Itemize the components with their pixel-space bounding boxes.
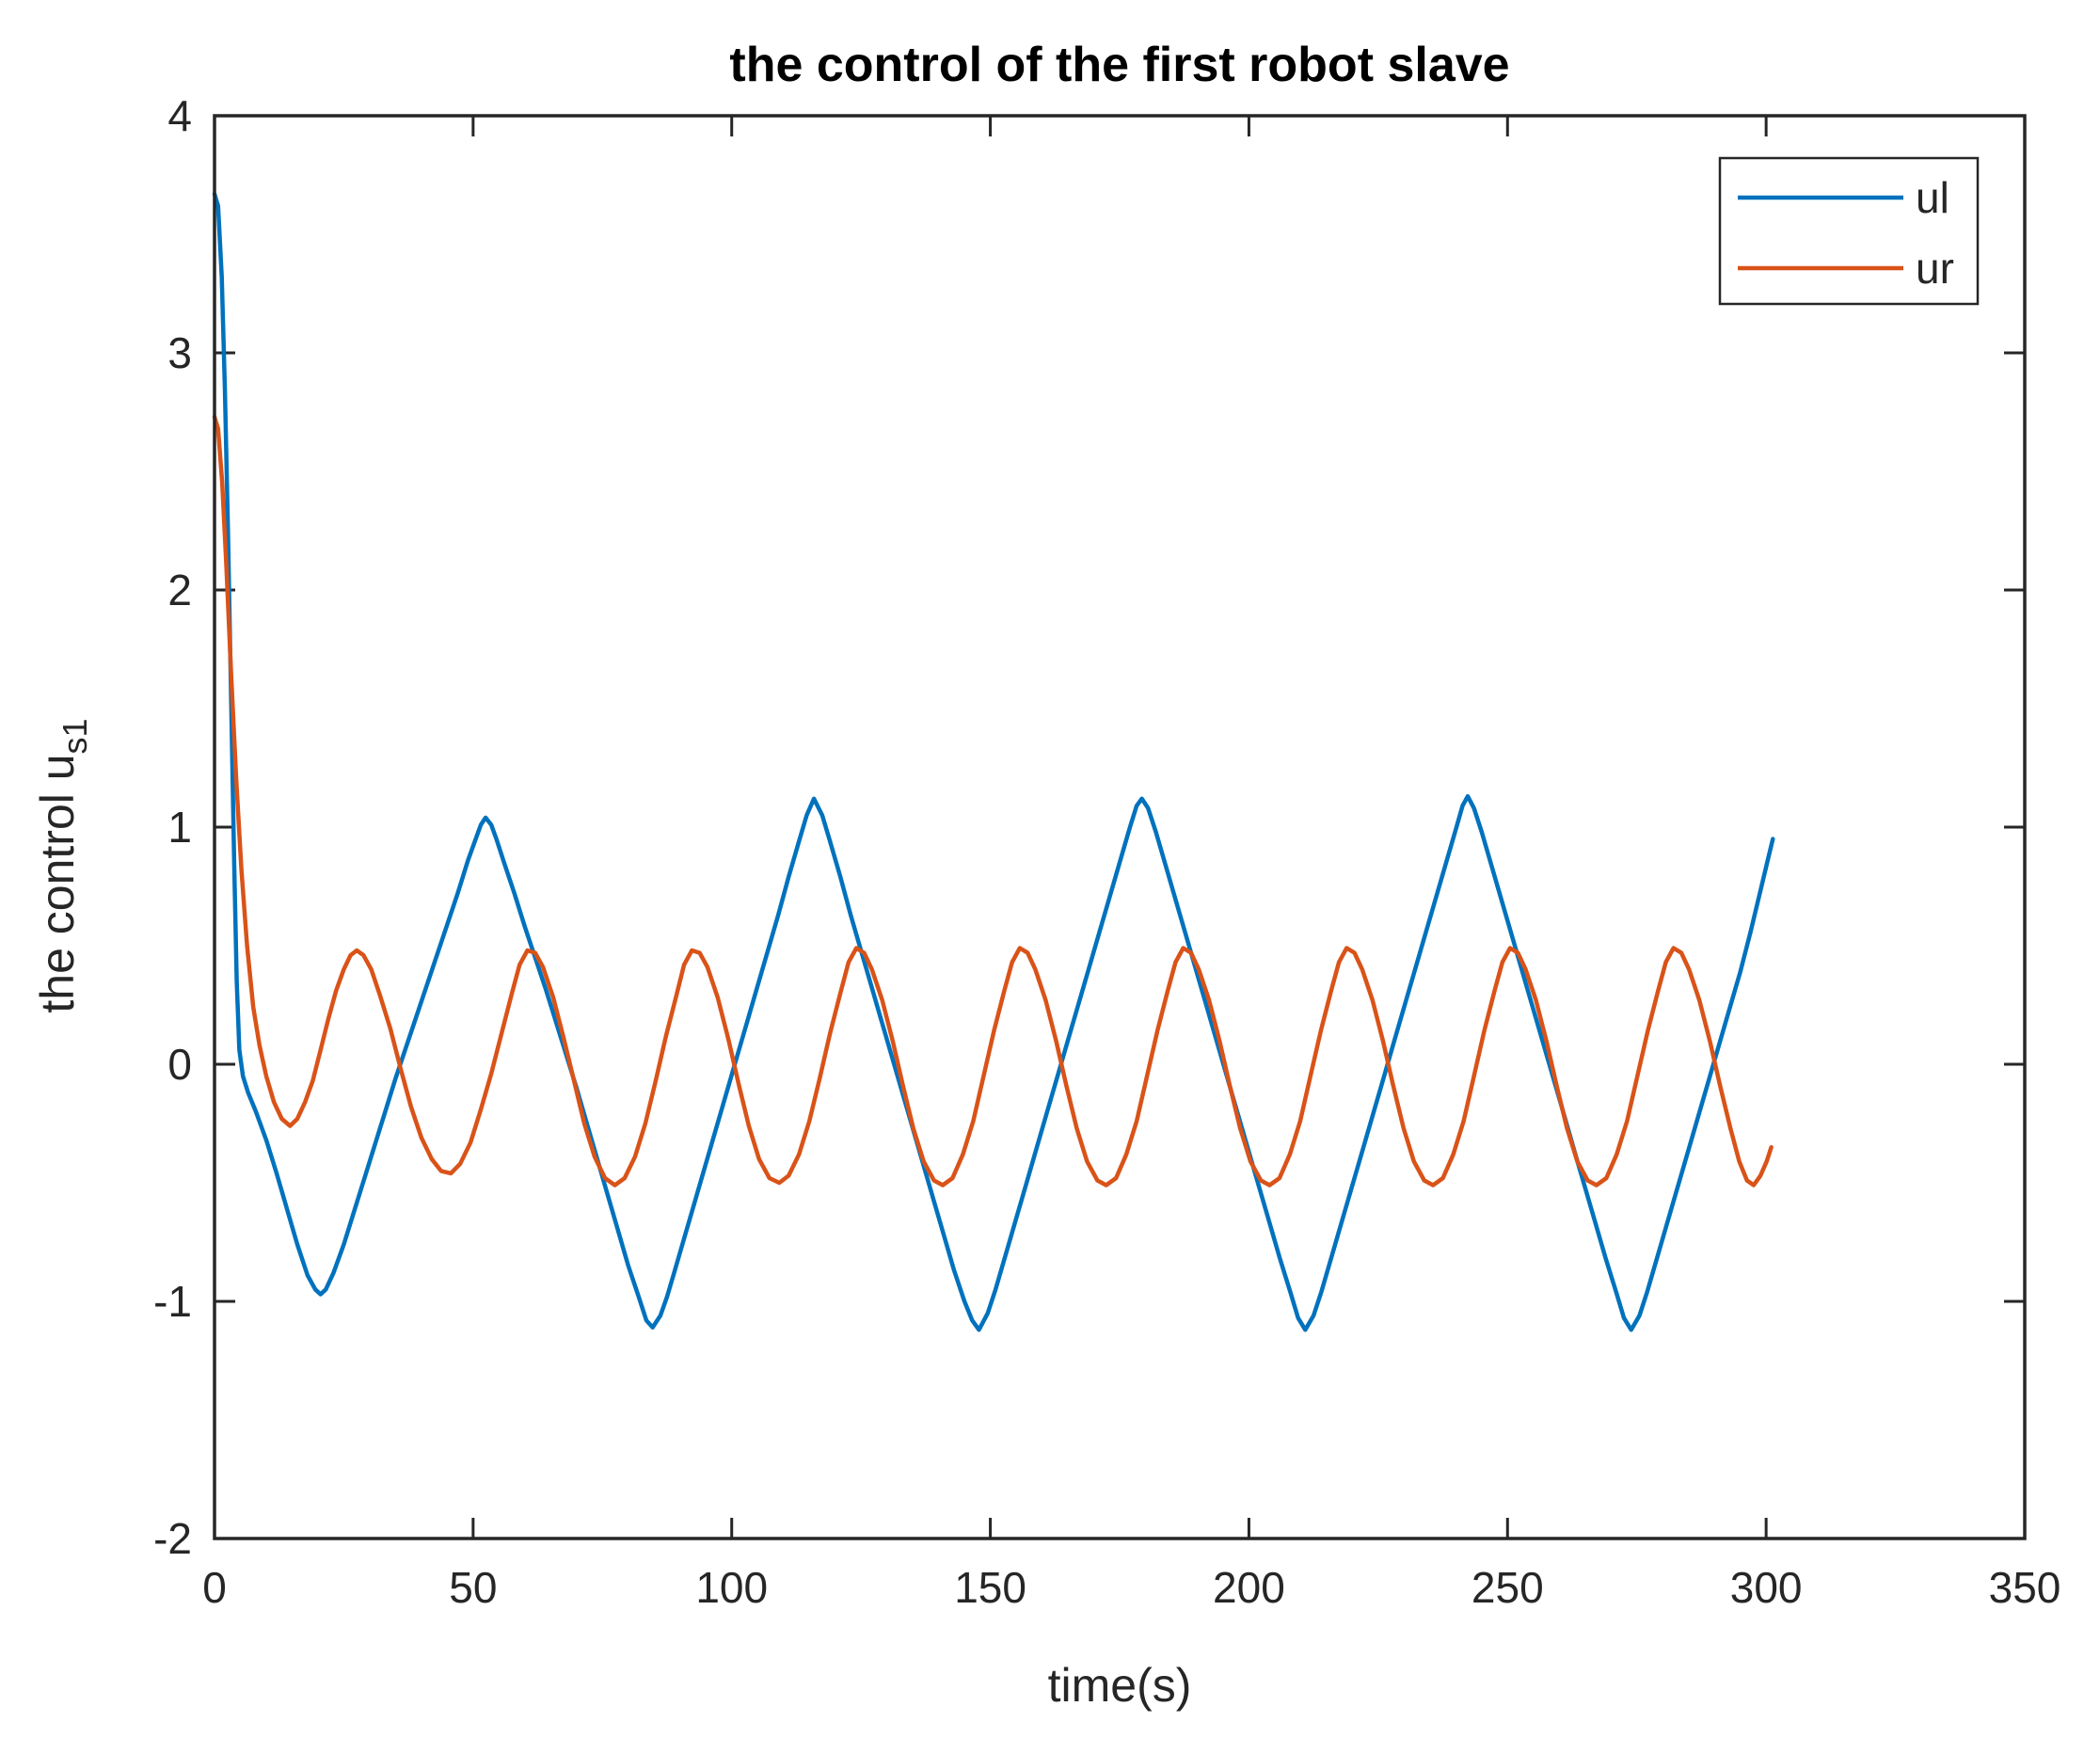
axes-box — [213, 114, 2027, 1540]
y-axis-label-subscript: s1 — [56, 718, 94, 754]
x-axis-tick-labels: 0 50 100 150 200 250 300 350 — [202, 1563, 2060, 1612]
legend-label-ul: ul — [1916, 173, 1949, 222]
y-tick-label: 1 — [167, 803, 192, 852]
y-tick-label: -2 — [153, 1514, 192, 1563]
y-tick-label: 2 — [167, 566, 192, 614]
legend-label-ur: ur — [1916, 244, 1954, 293]
data-curves — [212, 191, 1775, 1332]
x-tick-label: 100 — [695, 1563, 768, 1612]
y-axis-label: the control us1 — [31, 718, 94, 1013]
x-tick-label: 300 — [1730, 1563, 1803, 1612]
curve-ul — [212, 191, 1775, 1332]
legend: ul ur — [1718, 156, 1980, 306]
x-tick-label: 250 — [1472, 1563, 1544, 1612]
x-tick-label: 200 — [1213, 1563, 1285, 1612]
x-tick-label: 350 — [1989, 1563, 2061, 1612]
y-tick-label: 0 — [167, 1040, 192, 1089]
y-axis-tick-labels: -2 -1 0 1 2 3 4 — [153, 91, 192, 1563]
x-axis-label: time(s) — [1048, 1659, 1192, 1712]
y-axis-label-main: the control u — [31, 754, 84, 1013]
x-tick-label: 50 — [449, 1563, 497, 1612]
legend-box — [1718, 156, 1980, 306]
chart-title: the control of the first robot slave — [729, 38, 1509, 92]
x-tick-label: 0 — [202, 1563, 227, 1612]
x-tick-label: 150 — [954, 1563, 1026, 1612]
plot-area — [215, 116, 2025, 1539]
curve-ur — [212, 414, 1774, 1188]
y-tick-label: 3 — [167, 328, 192, 377]
y-tick-label: -1 — [153, 1277, 192, 1326]
y-tick-label: 4 — [167, 91, 192, 140]
